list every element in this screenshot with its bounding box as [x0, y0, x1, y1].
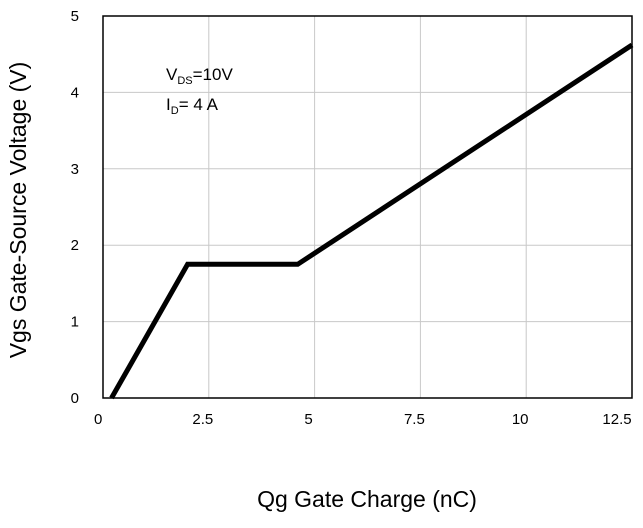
x-tick-label: 7.5: [404, 411, 425, 428]
x-tick-label: 2.5: [192, 411, 213, 428]
y-tick-label: 1: [71, 314, 79, 331]
annotation-id: ID= 4 A: [166, 95, 219, 117]
y-tick-label: 3: [71, 161, 79, 178]
y-axis-title: Vgs Gate-Source Voltage (V): [5, 62, 31, 359]
x-axis-title: Qg Gate Charge (nC): [257, 486, 477, 512]
x-tick-label: 5: [304, 411, 312, 428]
y-tick-label: 5: [71, 8, 79, 25]
series-line: [109, 42, 634, 400]
grid-lines: [103, 16, 632, 398]
plot-frame: [102, 15, 633, 399]
y-tick-label: 0: [71, 390, 79, 407]
x-tick-label: 0: [94, 411, 102, 428]
y-tick-label: 2: [71, 237, 79, 254]
annotation-block: VDS=10V ID= 4 A: [166, 65, 233, 117]
x-tick-label: 12.5: [602, 411, 631, 428]
annotation-vds: VDS=10V: [166, 65, 233, 87]
y-tick-label: 4: [71, 84, 79, 101]
tick-labels: 0 2.5 5 7.5 10 12.5 0 1 2 3 4 5: [71, 8, 632, 428]
series-layer: [109, 42, 634, 400]
x-tick-label: 10: [512, 411, 529, 428]
